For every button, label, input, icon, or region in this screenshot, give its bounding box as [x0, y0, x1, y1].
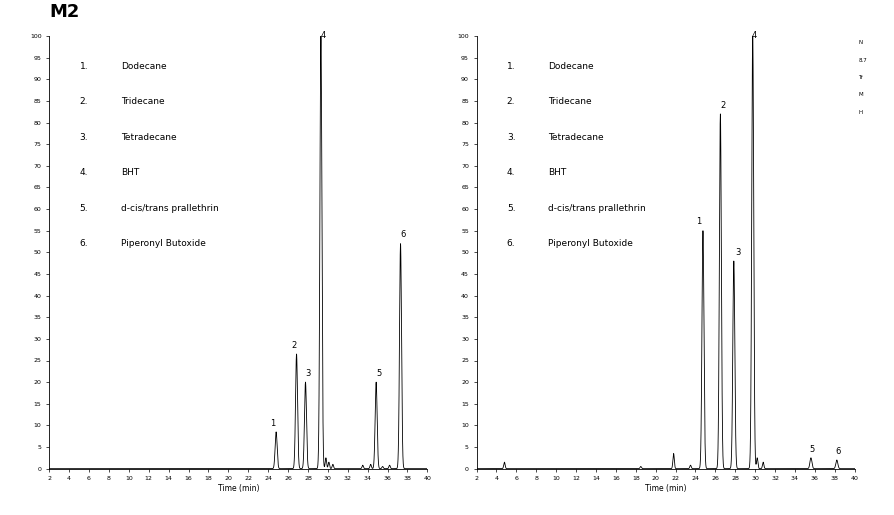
Text: BHT: BHT — [121, 168, 139, 178]
Text: 5.: 5. — [80, 204, 88, 213]
Text: 8.7: 8.7 — [857, 58, 866, 63]
Text: Dodecane: Dodecane — [548, 62, 594, 71]
Text: Dodecane: Dodecane — [121, 62, 166, 71]
Text: 5.: 5. — [506, 204, 515, 213]
Text: 1.: 1. — [80, 62, 88, 71]
Text: 2: 2 — [720, 100, 725, 110]
Text: M: M — [857, 92, 862, 97]
Text: 6: 6 — [834, 447, 839, 456]
X-axis label: Time (min): Time (min) — [217, 484, 258, 493]
Text: 3: 3 — [734, 248, 739, 256]
Text: 6.: 6. — [506, 239, 515, 248]
Text: 3.: 3. — [80, 133, 88, 142]
Text: 4.: 4. — [80, 168, 88, 178]
Text: 6.: 6. — [80, 239, 88, 248]
X-axis label: Time (min): Time (min) — [645, 484, 686, 493]
Text: 3: 3 — [306, 369, 311, 378]
Text: 4: 4 — [320, 31, 325, 40]
Text: 5: 5 — [808, 444, 814, 454]
Text: Tridecane: Tridecane — [548, 97, 591, 107]
Text: Tr: Tr — [857, 75, 863, 80]
Text: d-cis/trans prallethrin: d-cis/trans prallethrin — [548, 204, 645, 213]
Text: 4: 4 — [751, 31, 756, 40]
Text: d-cis/trans prallethrin: d-cis/trans prallethrin — [121, 204, 218, 213]
Text: 3.: 3. — [506, 133, 515, 142]
Text: 1: 1 — [696, 217, 701, 227]
Text: Tridecane: Tridecane — [121, 97, 164, 107]
Text: M2: M2 — [49, 3, 80, 21]
Text: 1: 1 — [270, 419, 275, 427]
Text: 2.: 2. — [80, 97, 88, 107]
Text: 5: 5 — [376, 369, 382, 378]
Text: 2.: 2. — [506, 97, 515, 107]
Text: 2: 2 — [291, 341, 296, 350]
Text: Piperonyl Butoxide: Piperonyl Butoxide — [121, 239, 206, 248]
Text: BHT: BHT — [548, 168, 566, 178]
Text: N: N — [857, 40, 862, 45]
Text: 1.: 1. — [506, 62, 515, 71]
Text: Piperonyl Butoxide: Piperonyl Butoxide — [548, 239, 633, 248]
Text: 4.: 4. — [506, 168, 515, 178]
Text: Tetradecane: Tetradecane — [548, 133, 603, 142]
Text: 6: 6 — [401, 230, 406, 239]
Text: H: H — [857, 110, 862, 115]
Text: Tetradecane: Tetradecane — [121, 133, 176, 142]
